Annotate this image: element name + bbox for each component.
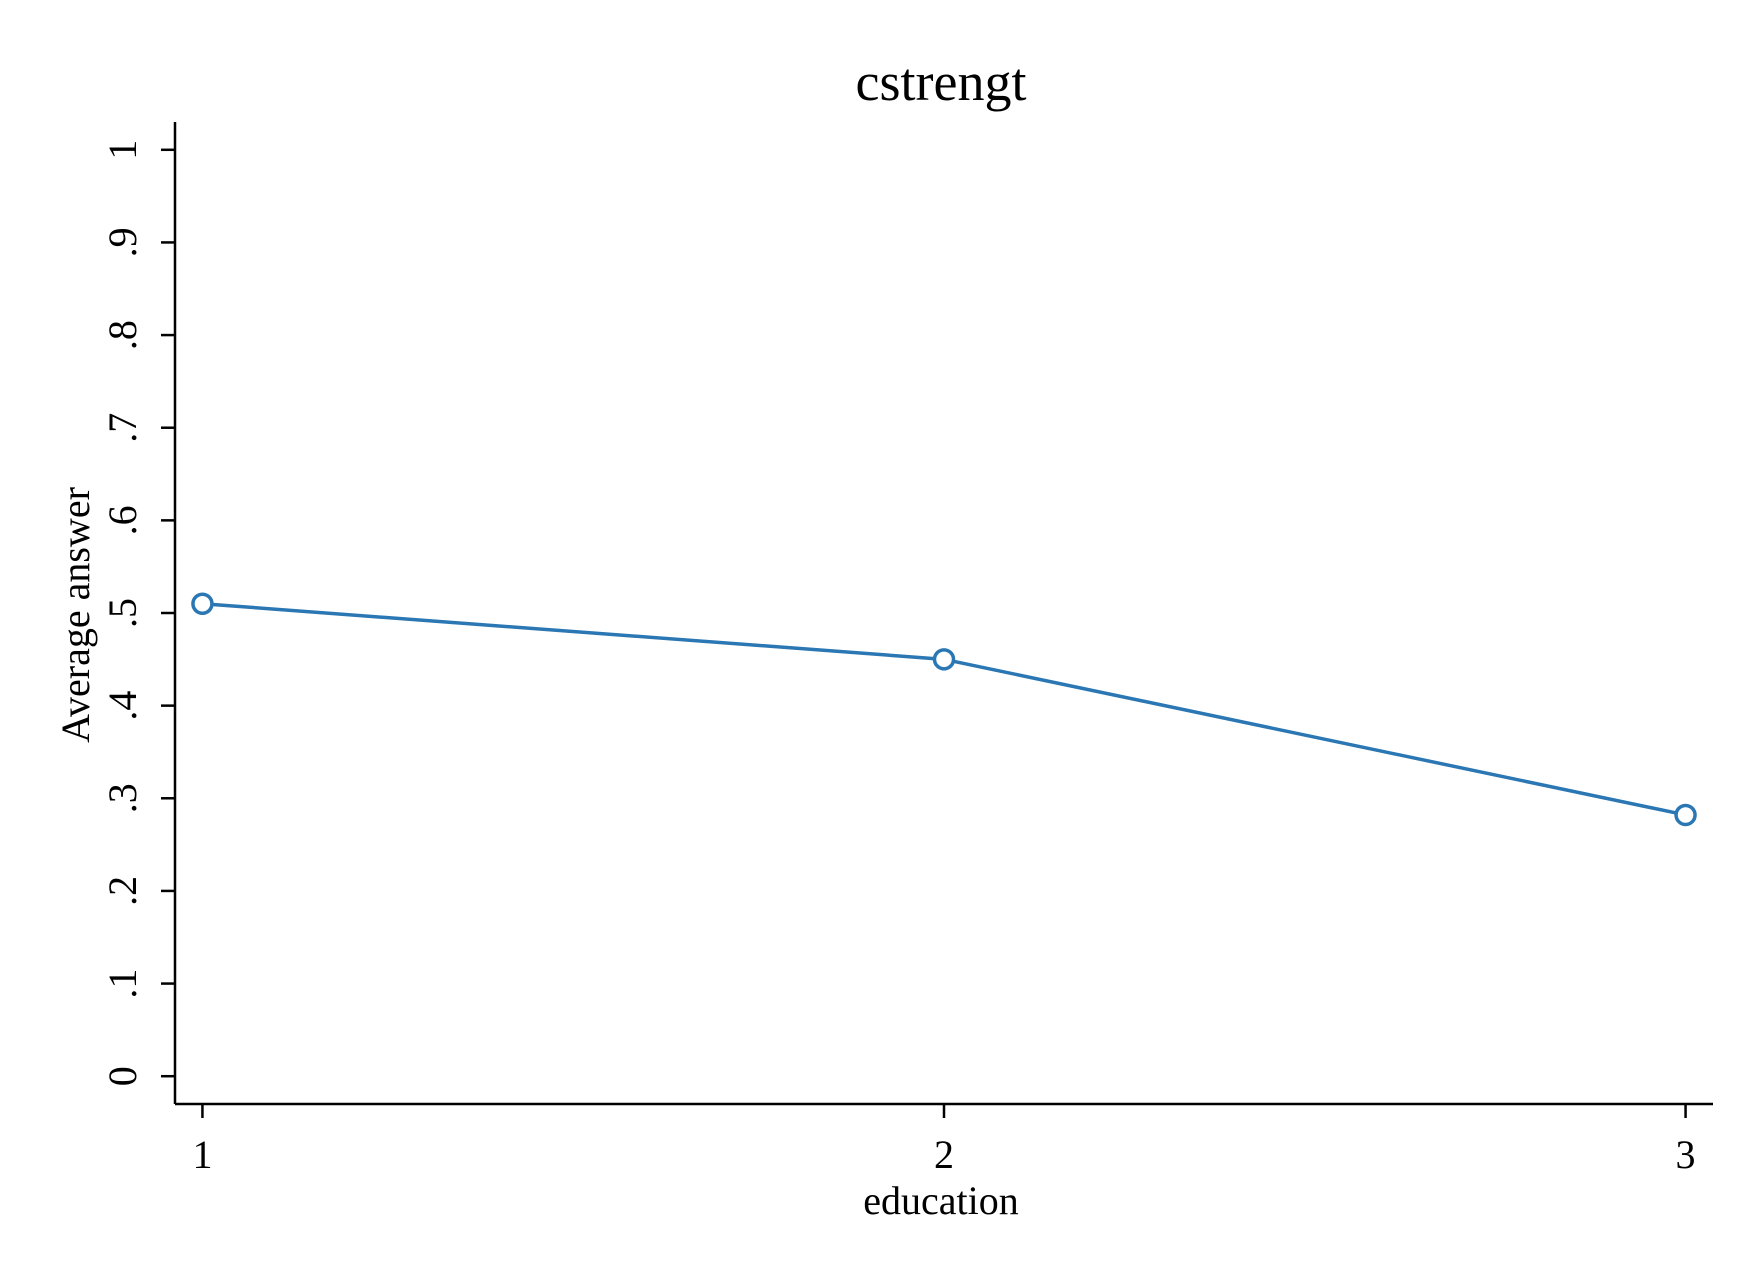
y-tick-label: .7 [100, 413, 145, 443]
y-tick-label: .6 [100, 505, 145, 535]
y-tick-label: 0 [100, 1066, 145, 1086]
y-tick-label: .4 [100, 691, 145, 721]
y-axis-label: Average answer [53, 487, 98, 743]
y-tick-label: .8 [100, 320, 145, 350]
chart-title: cstrengt [856, 52, 1027, 112]
x-tick-label: 2 [934, 1132, 954, 1177]
series-line [202, 601, 1686, 817]
y-tick-label: .2 [100, 876, 145, 906]
plot-area: 0 .1 .2 .3 .4 .5 .6 .7 .8 .9 1 1 2 3 [100, 122, 1713, 1177]
y-tick-label: .9 [100, 227, 145, 257]
data-point [932, 648, 956, 671]
y-tick-label: .3 [100, 783, 145, 813]
data-point [1674, 803, 1697, 827]
data-point [191, 592, 214, 615]
x-tick-label: 3 [1676, 1132, 1696, 1177]
x-axis-label: education [863, 1178, 1019, 1223]
y-tick-label: .5 [100, 598, 145, 628]
y-tick-label: 1 [100, 140, 145, 160]
y-tick-label: .1 [100, 969, 145, 999]
x-tick-label: 1 [192, 1132, 212, 1177]
